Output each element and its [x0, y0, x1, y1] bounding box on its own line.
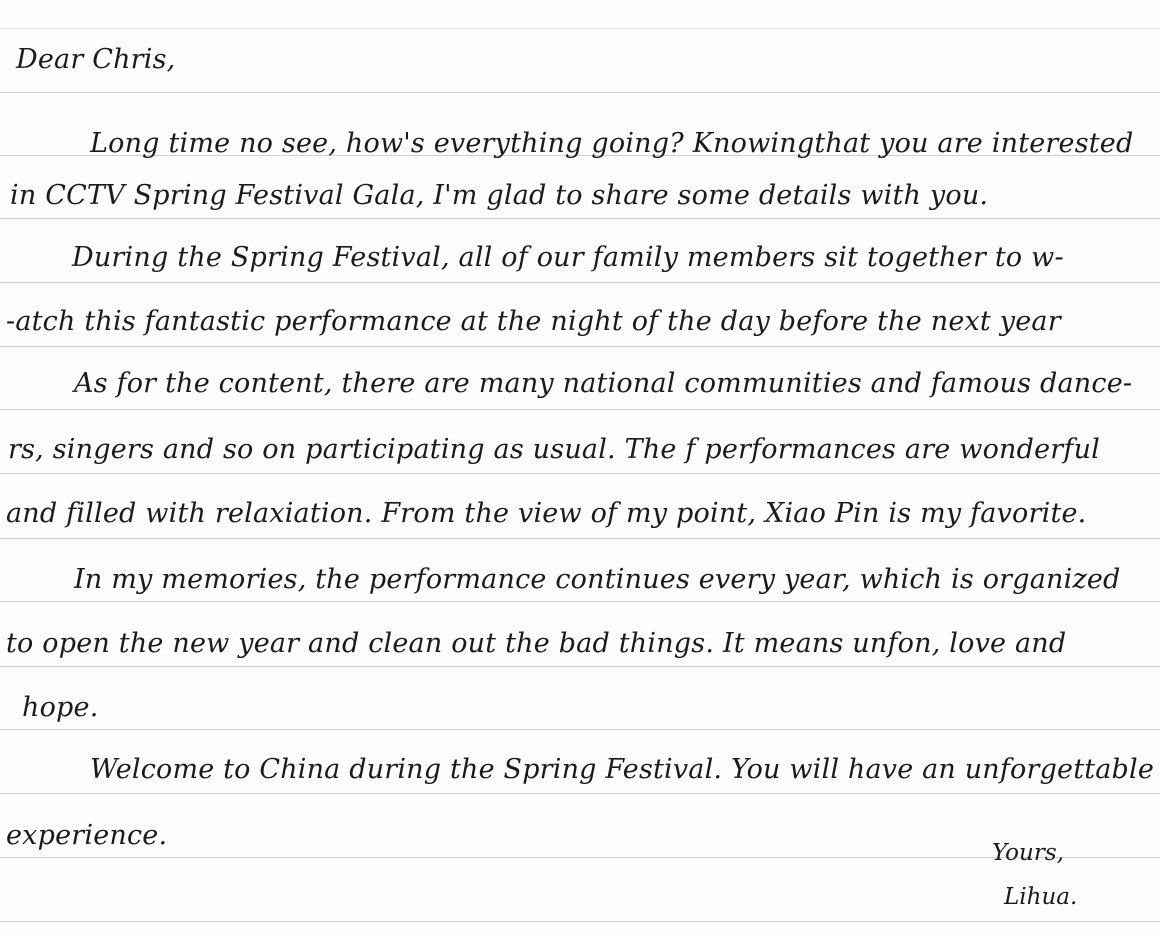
ruled-line — [0, 601, 1160, 602]
ruled-line — [0, 473, 1160, 474]
letter-line: Welcome to China during the Spring Festi… — [90, 754, 1155, 785]
letter-line: in CCTV Spring Festival Gala, I'm glad t… — [10, 180, 989, 211]
ruled-line — [0, 218, 1160, 219]
top-edge-line — [0, 28, 1160, 29]
letter-line: As for the content, there are many natio… — [74, 368, 1133, 399]
letter-line: Long time no see, how's everything going… — [90, 128, 1134, 159]
ruled-line — [0, 92, 1160, 93]
letter-line: -atch this fantastic performance at the … — [6, 306, 1061, 337]
letter-line: rs, singers and so on participating as u… — [8, 434, 1101, 465]
ruled-line — [0, 666, 1160, 667]
ruled-line — [0, 729, 1160, 730]
ruled-line — [0, 155, 1160, 156]
letter-line: In my memories, the performance continue… — [74, 564, 1121, 595]
ruled-line — [0, 857, 1160, 858]
letter-line: and filled with relaxiation. From the vi… — [6, 498, 1087, 529]
letter-line: to open the new year and clean out the b… — [6, 628, 1067, 659]
ruled-line — [0, 282, 1160, 283]
letter-line: During the Spring Festival, all of our f… — [72, 242, 1064, 273]
ruled-line — [0, 921, 1160, 922]
letter-signature: Lihua. — [1004, 884, 1078, 910]
letter-line: experience. — [6, 820, 168, 851]
ruled-line — [0, 409, 1160, 410]
letter-line: hope. — [22, 692, 99, 723]
letter-salutation: Dear Chris, — [16, 44, 176, 75]
ruled-line — [0, 793, 1160, 794]
ruled-line — [0, 538, 1160, 539]
letter-closing: Yours, — [992, 840, 1064, 866]
ruled-line — [0, 346, 1160, 347]
